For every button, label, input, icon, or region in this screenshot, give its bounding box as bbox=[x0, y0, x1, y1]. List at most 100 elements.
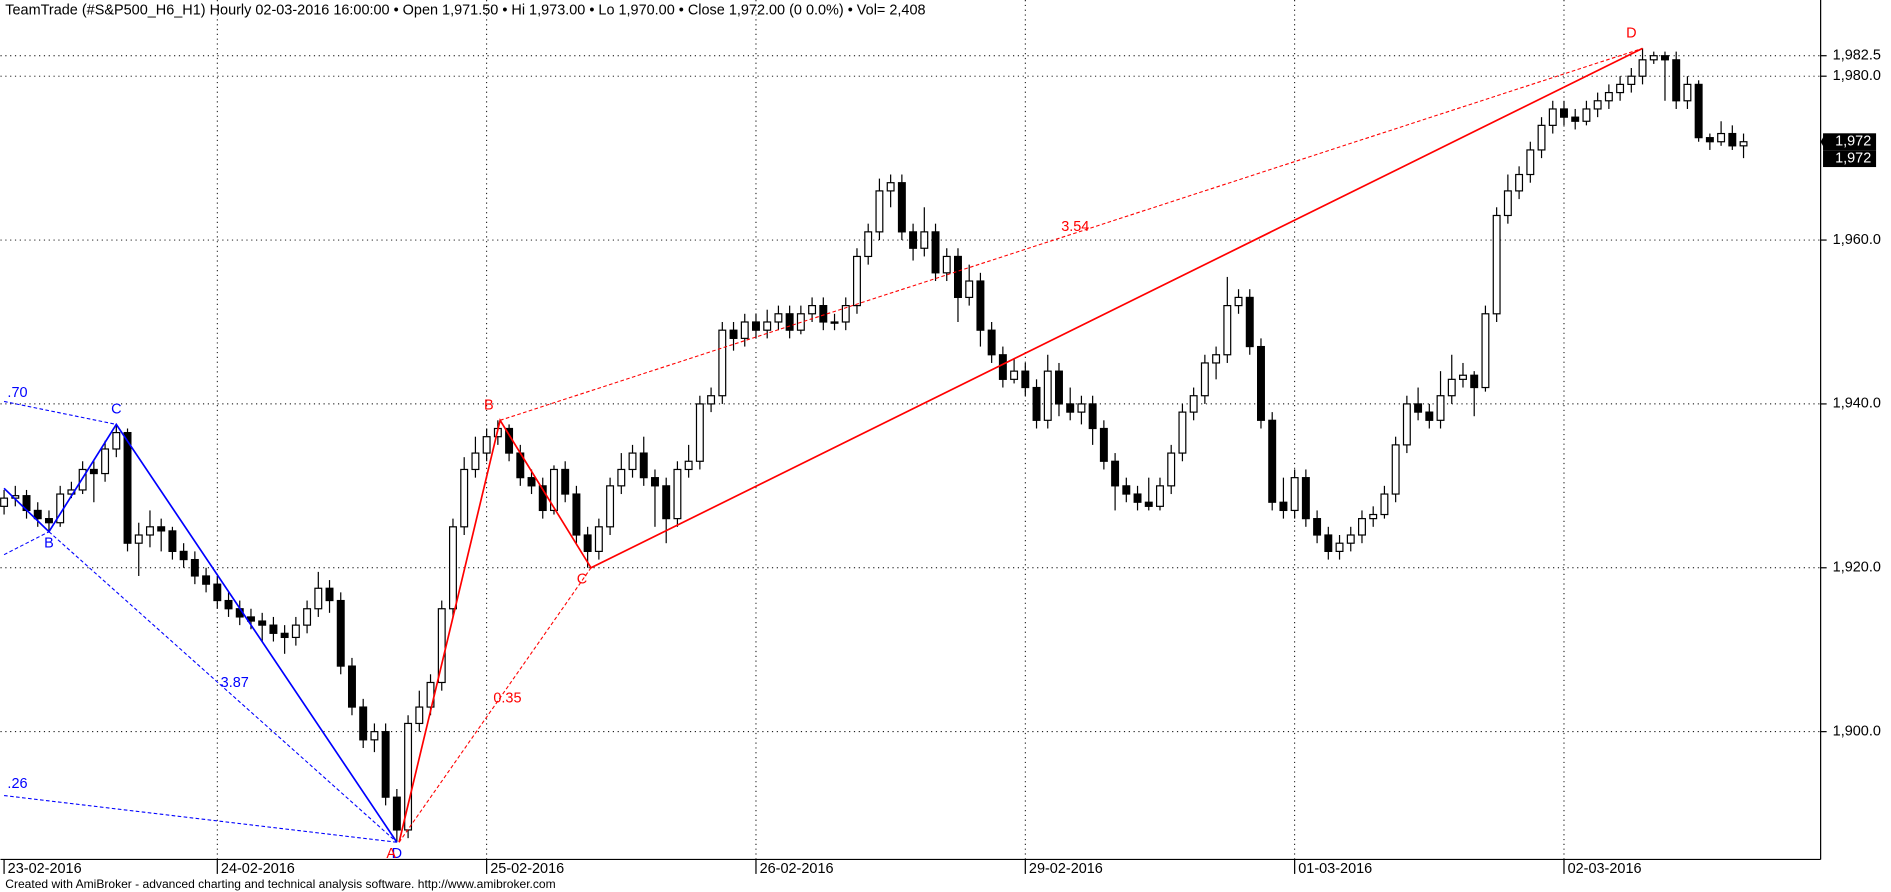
pattern-label: D bbox=[1626, 26, 1636, 42]
price-label: 1,972 bbox=[1835, 134, 1871, 150]
candle-body bbox=[628, 452, 637, 471]
candle-body bbox=[134, 534, 143, 544]
candle-body bbox=[617, 468, 626, 487]
candle-body bbox=[1582, 108, 1591, 122]
candle-body bbox=[572, 493, 581, 536]
candle-body bbox=[1503, 190, 1512, 217]
pattern-ratio-line bbox=[3, 400, 117, 425]
candle-body bbox=[841, 304, 850, 323]
candle-body bbox=[112, 431, 121, 450]
candle-body bbox=[1705, 137, 1714, 143]
candle-body bbox=[819, 304, 828, 323]
candle-body bbox=[549, 468, 558, 512]
pattern-label: B bbox=[484, 398, 494, 414]
candle-body bbox=[1560, 108, 1568, 118]
x-tick-label: 25-02-2016 bbox=[490, 861, 564, 877]
price-label-box bbox=[1823, 150, 1877, 168]
candle-body bbox=[1683, 83, 1692, 102]
y-tick-label: 1,900.0 bbox=[1833, 723, 1881, 739]
candle-body bbox=[325, 587, 334, 602]
pattern-label: C bbox=[111, 402, 121, 418]
candle-body bbox=[1346, 534, 1355, 544]
candle-body bbox=[976, 280, 985, 331]
pattern-label: 3.87 bbox=[221, 675, 249, 691]
price-pointer bbox=[1820, 133, 1826, 151]
candle-body bbox=[1189, 395, 1198, 413]
candle-body bbox=[1223, 304, 1232, 356]
candle-body bbox=[987, 329, 996, 356]
pattern-label: A bbox=[386, 846, 396, 862]
candle-body bbox=[336, 599, 345, 667]
candle-body bbox=[269, 624, 278, 634]
candle-body bbox=[1492, 214, 1501, 315]
candle-body bbox=[1200, 362, 1209, 397]
x-tick-label: 29-02-2016 bbox=[1029, 861, 1103, 877]
pattern-ratio-line bbox=[398, 567, 592, 843]
pattern-label: C bbox=[577, 572, 587, 588]
candle-body bbox=[1436, 395, 1445, 421]
candle-body bbox=[0, 497, 9, 507]
candle-body bbox=[1548, 108, 1557, 126]
pattern-label: 0.35 bbox=[493, 691, 521, 707]
candle-body bbox=[707, 395, 716, 405]
candle-body bbox=[1144, 501, 1153, 507]
candle-body bbox=[886, 182, 895, 192]
candle-body bbox=[830, 321, 839, 324]
candle-body bbox=[1043, 370, 1052, 421]
candle-body bbox=[168, 530, 177, 552]
candle-body bbox=[1122, 485, 1131, 495]
candle-body bbox=[998, 354, 1007, 380]
candle-body bbox=[381, 731, 390, 798]
candle-body bbox=[1358, 518, 1366, 536]
candle-body bbox=[291, 624, 300, 639]
x-tick-label: 26-02-2016 bbox=[760, 861, 834, 877]
candle-body bbox=[1402, 403, 1411, 446]
pattern-ratio-line bbox=[48, 531, 398, 843]
y-tick-label: 1,980.0 bbox=[1833, 68, 1881, 84]
candle-body bbox=[1279, 501, 1288, 512]
candle-body bbox=[179, 550, 188, 561]
candle-body bbox=[909, 231, 918, 249]
candle-body bbox=[561, 468, 570, 495]
x-tick-label: 23-02-2016 bbox=[8, 861, 82, 877]
candle-body bbox=[852, 255, 861, 307]
pattern-label: 3.54 bbox=[1061, 219, 1089, 235]
candle-body bbox=[673, 468, 682, 520]
candle-body bbox=[1099, 427, 1108, 462]
candle-body bbox=[875, 190, 884, 233]
y-tick-label: 1,960.0 bbox=[1833, 232, 1881, 248]
pattern-ratio-line bbox=[3, 531, 50, 556]
candle-body bbox=[1380, 493, 1389, 516]
candle-body bbox=[695, 403, 704, 462]
candle-body bbox=[1616, 83, 1625, 94]
candle-body bbox=[280, 632, 289, 639]
candle-body bbox=[460, 468, 469, 528]
x-tick-label: 02-03-2016 bbox=[1568, 861, 1642, 877]
pattern-line bbox=[398, 47, 1643, 843]
candle-body bbox=[1537, 124, 1546, 151]
candle-body bbox=[942, 255, 951, 274]
candle-body bbox=[145, 526, 154, 536]
candle-body bbox=[1021, 370, 1030, 389]
candle-body bbox=[785, 313, 794, 331]
candle-body bbox=[751, 321, 760, 331]
candle-body bbox=[1515, 173, 1524, 192]
candle-body bbox=[864, 231, 873, 258]
candle-body bbox=[1335, 542, 1344, 552]
chart-title: TeamTrade (#S&P500_H6_H1) Hourly 02-03-2… bbox=[5, 3, 925, 19]
candle-body bbox=[1739, 141, 1748, 147]
candle-body bbox=[392, 796, 401, 831]
candle-body bbox=[1324, 534, 1333, 552]
candle-body bbox=[303, 608, 312, 626]
pattern-label: .26 bbox=[7, 776, 27, 792]
candle-body bbox=[1178, 411, 1187, 454]
candle-body bbox=[953, 255, 962, 299]
candle-body bbox=[1290, 477, 1299, 512]
candle-body bbox=[763, 321, 772, 331]
pattern-label: B bbox=[44, 536, 54, 552]
x-tick-label: 01-03-2016 bbox=[1298, 861, 1372, 877]
candle-body bbox=[157, 526, 166, 532]
pattern-ratio-line bbox=[499, 47, 1643, 421]
